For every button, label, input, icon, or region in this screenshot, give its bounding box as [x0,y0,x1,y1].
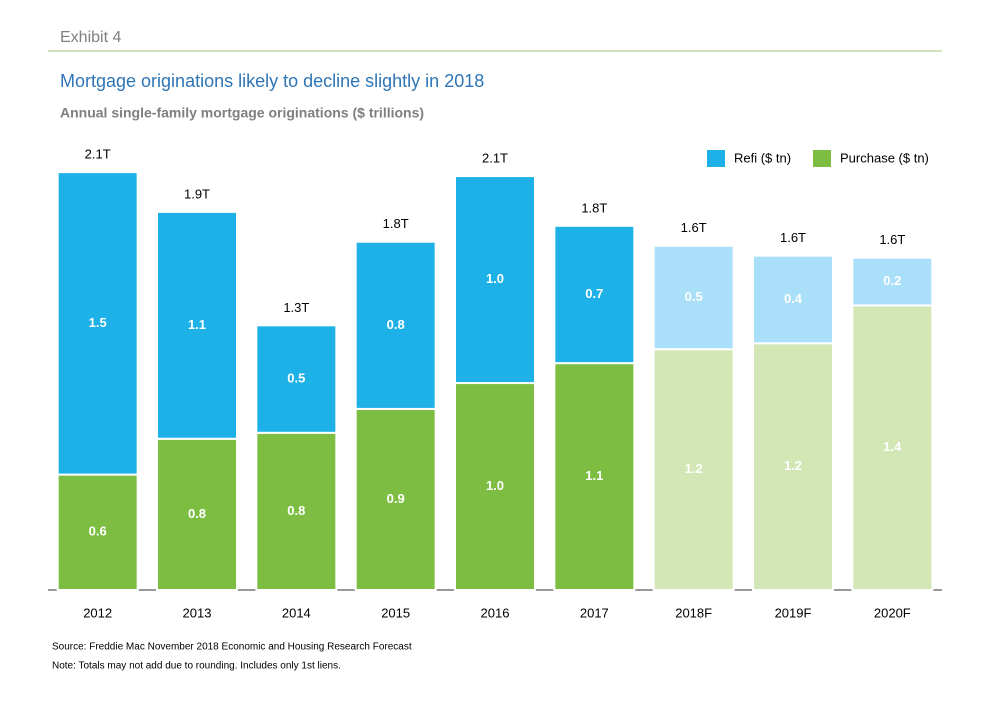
bar-segment [56,171,139,476]
value-label: 0.5 [685,289,703,304]
value-label: 1.0 [486,478,504,493]
legend-label: Purchase ($ tn) [840,150,929,165]
value-label: 0.8 [387,317,405,332]
total-label: 1.3T [283,300,309,315]
bar-segment [652,348,735,591]
x-tick-label: 2012 [83,605,112,620]
value-label: 0.4 [784,291,803,306]
legend-swatch [813,150,831,167]
source-note: Source: Freddie Mac November 2018 Econom… [52,642,412,653]
value-label: 0.6 [89,524,107,539]
total-label: 1.8T [383,216,409,231]
value-label: 1.4 [883,439,902,454]
x-tick-label: 2014 [282,605,311,620]
value-label: 1.1 [188,317,206,332]
value-label: 1.1 [585,468,603,483]
value-label: 0.7 [585,286,603,301]
bar-segment [354,407,437,591]
bar-segment [454,175,536,385]
chart-title: Mortgage originations likely to decline … [60,71,484,91]
value-label: 1.5 [89,315,107,330]
bar-segment [752,342,834,591]
x-tick-label: 2017 [580,605,609,620]
x-tick-label: 2016 [481,605,510,620]
total-label: 1.6T [780,230,806,245]
value-label: 0.8 [287,503,305,518]
exhibit-label: Exhibit 4 [60,29,121,46]
value-label: 1.2 [685,461,703,476]
total-label: 1.9T [184,186,210,201]
bar-segment [156,210,238,440]
value-label: 1.0 [486,271,504,286]
value-label: 0.2 [883,273,901,288]
total-label: 1.8T [581,200,607,215]
chart-subtitle: Annual single-family mortgage originatio… [60,105,424,121]
value-label: 0.9 [387,491,405,506]
bar-segment [454,382,536,592]
bar-segment [851,304,934,591]
x-tick-label: 2018F [675,605,712,620]
bar-segment [553,362,636,592]
bar-segment [553,224,636,365]
bar-segment [255,324,338,434]
x-tick-label: 2015 [381,605,410,620]
x-tick-label: 2013 [183,605,212,620]
value-label: 0.5 [287,370,305,385]
total-label: 1.6T [681,220,707,235]
bar-segment [255,431,338,592]
note: Note: Totals may not add due to rounding… [52,661,341,672]
value-label: 1.2 [784,458,802,473]
bar-segment [752,254,834,345]
total-label: 2.1T [482,151,508,166]
bar-segment [354,240,437,410]
bar-segment [652,244,735,351]
total-label: 1.6T [879,232,905,247]
value-label: 0.8 [188,506,206,521]
x-tick-label: 2020F [874,605,911,620]
bar-segment [56,473,139,591]
total-label: 2.1T [85,147,111,162]
bar-segment [851,256,934,307]
x-tick-label: 2019F [775,605,812,620]
legend-swatch [707,150,725,167]
legend-label: Refi ($ tn) [734,150,791,165]
bar-segment [156,437,238,592]
